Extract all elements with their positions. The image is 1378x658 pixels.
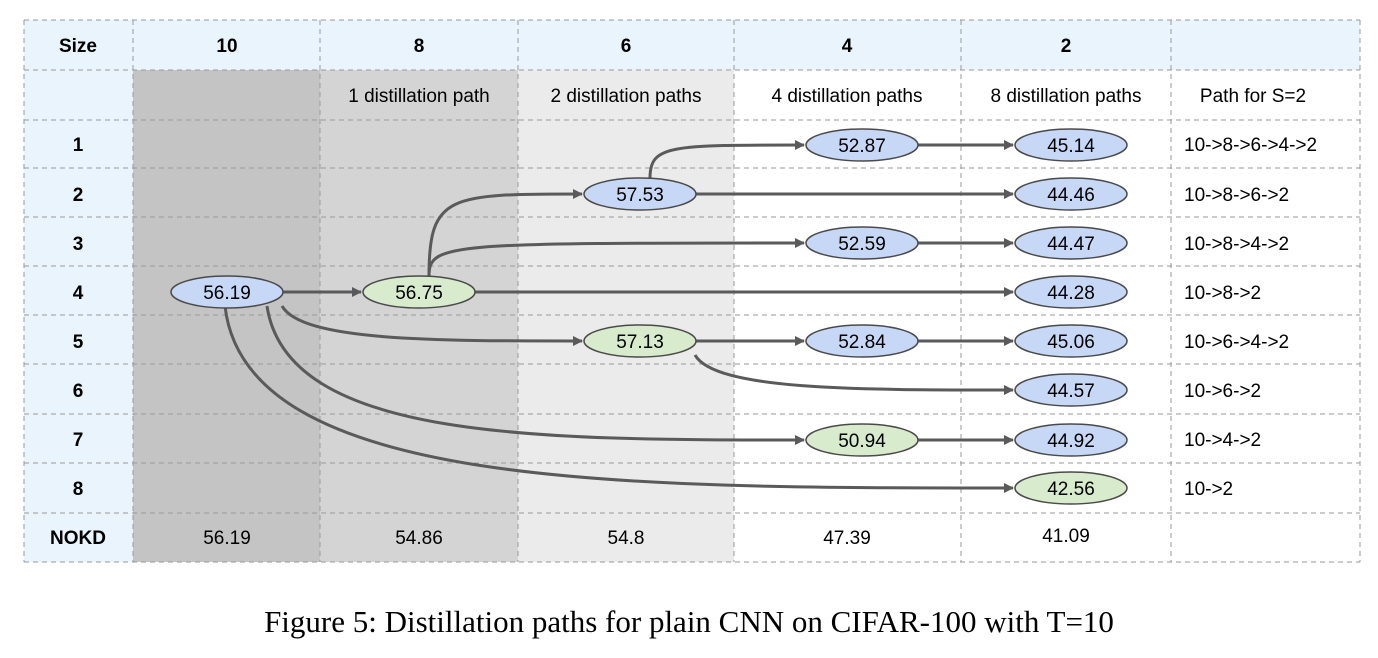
col-header-8: 8 [414,36,425,57]
node-value: 57.13 [616,332,664,353]
node-ellipse [1014,471,1128,505]
node-value: 44.92 [1047,431,1095,452]
col6-bg [518,70,734,562]
col-header-10: 10 [216,36,237,57]
model-node: 42.56 [1014,471,1128,505]
path-row-7: 10->4->2 [1184,430,1261,451]
row-label-7: 7 [73,430,84,451]
node-value: 57.53 [616,185,664,206]
row-label-3: 3 [73,234,84,255]
model-node: 44.47 [1014,226,1128,260]
node-value: 52.59 [838,234,886,255]
nokd-value-4: 47.39 [823,528,871,549]
path-row-1: 10->8->6->4->2 [1184,135,1317,156]
node-value: 44.57 [1047,381,1095,402]
node-ellipse [1014,423,1128,457]
distillation-arrow [223,305,1014,493]
subheader-4: 4 distillation paths [771,86,922,107]
node-value: 56.19 [203,283,251,304]
path-row-6: 10->6->2 [1184,381,1261,402]
node-ellipse [805,423,919,457]
model-node: 45.06 [1014,324,1128,358]
distillation-arrow [427,189,583,277]
path-row-3: 10->8->4->2 [1184,234,1289,255]
node-value: 44.28 [1047,283,1095,304]
model-node: 52.59 [805,226,919,260]
node-value: 52.84 [838,332,886,353]
row-label-2: 2 [73,185,84,206]
path-row-5: 10->6->4->2 [1184,332,1289,353]
distillation-arrow [693,354,1014,395]
model-nodes: 56.19 56.75 57.53 57.13 52.87 52.59 52.84 50.94… [170,128,1128,505]
path-row-8: 10->2 [1184,479,1233,500]
row-label-8: 8 [73,479,84,500]
model-node: 52.84 [805,324,919,358]
model-node: 56.19 [170,275,284,309]
subheader-8: 1 distillation path [348,86,490,107]
node-value: 45.06 [1047,332,1095,353]
node-value: 44.47 [1047,234,1095,255]
nokd-value-10: 56.19 [203,528,251,549]
col8-bg [320,70,518,562]
node-ellipse [1014,128,1128,162]
header-row-bg [24,20,1360,70]
node-value: 42.56 [1047,479,1095,500]
distillation-arrow [280,305,583,346]
node-ellipse [583,324,697,358]
row-label-4: 4 [73,283,84,304]
distillation-diagram: Size 10 8 6 4 2 1 distillation path 2 di… [23,19,1361,563]
node-value: 45.14 [1047,136,1095,157]
node-ellipse [805,324,919,358]
model-node: 45.14 [1014,128,1128,162]
figure-caption: Figure 5: Distillation paths for plain C… [264,604,1114,639]
distillation-edges [223,140,1014,493]
model-node: 52.87 [805,128,919,162]
distillation-arrow [427,238,805,277]
nokd-value-6: 54.8 [608,528,645,549]
node-ellipse [170,275,284,309]
node-value: 56.75 [395,283,443,304]
model-node: 50.94 [805,423,919,457]
node-ellipse [1014,324,1128,358]
node-ellipse [1014,275,1128,309]
corner-label: Size [59,36,97,57]
size-column-bg [24,70,133,562]
node-ellipse [583,177,697,211]
distillation-arrow [265,305,805,445]
node-ellipse [805,226,919,260]
model-node: 44.92 [1014,423,1128,457]
node-ellipse [1014,373,1128,407]
subheader-2: 8 distillation paths [990,86,1141,107]
col-header-2: 2 [1061,36,1072,57]
path-row-2: 10->8->6->2 [1184,185,1289,206]
model-node: 57.13 [583,324,697,358]
node-ellipse [805,128,919,162]
table-text: Size 10 8 6 4 2 1 distillation path 2 di… [50,36,1317,549]
model-node: 44.28 [1014,275,1128,309]
node-value: 44.46 [1047,185,1095,206]
node-ellipse [362,275,476,309]
distillation-arrow [648,140,805,179]
col-header-6: 6 [621,36,632,57]
row-label-6: 6 [73,381,84,402]
model-node: 44.57 [1014,373,1128,407]
nokd-value-8: 54.86 [395,528,443,549]
path-row-4: 10->8->2 [1184,283,1261,304]
subheader-6: 2 distillation paths [550,86,701,107]
node-value: 52.87 [838,136,886,157]
node-ellipse [1014,226,1128,260]
row-label-5: 5 [73,332,84,353]
row-label-nokd: NOKD [50,528,106,549]
col-header-4: 4 [842,36,853,57]
row-label-1: 1 [73,135,84,156]
model-node: 57.53 [583,177,697,211]
model-node: 56.75 [362,275,476,309]
model-node: 44.46 [1014,177,1128,211]
node-ellipse [1014,177,1128,211]
nokd-value-2: 41.09 [1042,526,1090,547]
node-value: 50.94 [838,431,886,452]
subheader-path: Path for S=2 [1200,86,1306,107]
